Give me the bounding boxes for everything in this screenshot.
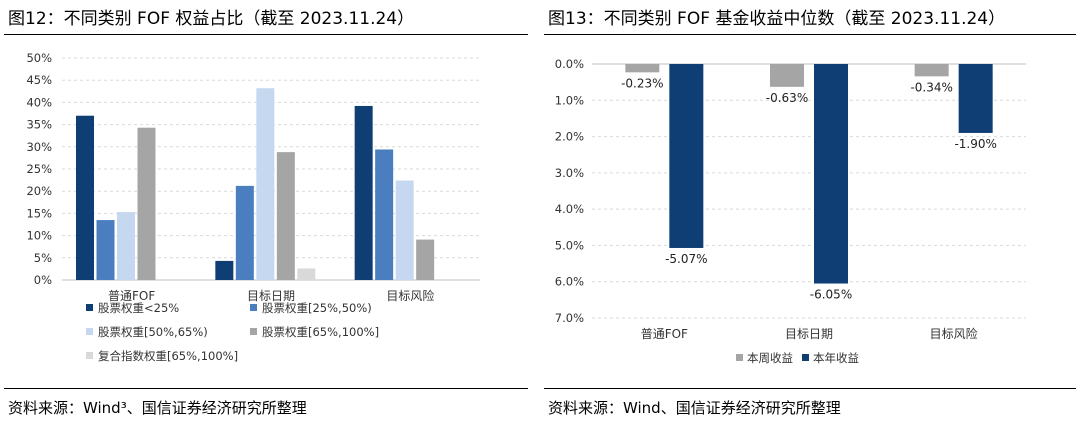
x-category-label: 目标日期 bbox=[785, 327, 833, 341]
left-title-rule bbox=[4, 34, 528, 35]
y-tick-label: 15% bbox=[26, 206, 52, 220]
y-tick-label: 0.0% bbox=[555, 57, 584, 71]
right-chart-panel: 图13：不同类别 FOF 基金收益中位数（截至 2023.11.24） 0.0%… bbox=[540, 0, 1080, 427]
y-tick-label: 7.0% bbox=[555, 311, 584, 325]
right-title-rule bbox=[544, 34, 1076, 35]
legend-label: 本年收益 bbox=[813, 351, 859, 365]
legend-swatch bbox=[86, 352, 93, 359]
legend-label: 股票权重<25% bbox=[98, 301, 179, 315]
bar bbox=[958, 64, 993, 133]
legend-label: 股票权重[65%,100%] bbox=[262, 325, 379, 339]
right-source-note: 资料来源：Wind、国信证券经济研究所整理 bbox=[548, 399, 841, 417]
bar bbox=[814, 64, 848, 284]
left-source-rule bbox=[4, 388, 528, 389]
equity-ratio-chart: 0% 5% 10% 15% 20% 25% 30% 35% 40% 45% 50% 普通FOF 目标日期… bbox=[26, 51, 480, 363]
legend-label: 本周收益 bbox=[747, 351, 793, 365]
bar bbox=[215, 260, 234, 280]
bar bbox=[354, 105, 373, 281]
bar bbox=[137, 127, 156, 280]
y-tick-label: 35% bbox=[26, 118, 52, 132]
legend-label: 股票权重[50%,65%) bbox=[98, 325, 208, 339]
x-category-label: 普通FOF bbox=[641, 327, 688, 341]
bar bbox=[297, 268, 316, 280]
right-chart-title: 图13：不同类别 FOF 基金收益中位数（截至 2023.11.24） bbox=[548, 9, 1006, 29]
bar bbox=[235, 185, 254, 280]
data-label: -0.23% bbox=[621, 76, 663, 90]
bar bbox=[914, 64, 949, 77]
y-tick-label: 30% bbox=[26, 140, 52, 154]
bar bbox=[669, 64, 704, 248]
left-chart-panel: 图12：不同类别 FOF 权益占比（截至 2023.11.24） 0% 5% 10%… bbox=[0, 0, 532, 427]
legend-swatch bbox=[736, 354, 743, 361]
bar bbox=[256, 88, 275, 280]
data-label: -5.07% bbox=[665, 252, 707, 266]
left-source-note: 资料来源：Wind³、国信证券经济研究所整理 bbox=[8, 399, 307, 417]
x-category-label: 目标风险 bbox=[930, 326, 978, 341]
bar bbox=[770, 64, 804, 87]
y-tick-label: 6.0% bbox=[555, 275, 584, 289]
legend-swatch bbox=[86, 328, 93, 335]
y-tick-label: 3.0% bbox=[555, 166, 584, 180]
y-tick-label: 45% bbox=[26, 73, 52, 87]
y-tick-label: 20% bbox=[26, 184, 52, 198]
left-chart-title: 图12：不同类别 FOF 权益占比（截至 2023.11.24） bbox=[8, 9, 415, 29]
legend-swatch bbox=[802, 354, 809, 361]
x-category-label: 目标风险 bbox=[386, 288, 434, 303]
legend-swatch bbox=[250, 304, 257, 311]
y-tick-label: 0% bbox=[34, 273, 52, 287]
legend-swatch bbox=[86, 304, 93, 311]
legend-label: 股票权重[25%,50%) bbox=[262, 301, 372, 315]
x-category-label: 目标日期 bbox=[247, 289, 295, 303]
right-source-rule bbox=[544, 388, 1076, 389]
y-tick-label: 1.0% bbox=[555, 93, 584, 107]
x-category-label: 普通FOF bbox=[108, 289, 155, 303]
bar bbox=[96, 220, 115, 280]
bar bbox=[416, 239, 435, 280]
y-tick-label: 50% bbox=[26, 51, 52, 65]
y-tick-label: 5.0% bbox=[555, 238, 584, 252]
bar bbox=[625, 64, 660, 73]
y-tick-label: 4.0% bbox=[555, 202, 584, 216]
y-tick-label: 2.0% bbox=[555, 130, 584, 144]
legend-label: 复合指数权重[65%,100%] bbox=[98, 349, 238, 363]
legend-swatch bbox=[250, 328, 257, 335]
bar bbox=[117, 212, 135, 280]
return-median-chart: 0.0% 1.0% 2.0% 3.0% 4.0% 5.0% 6.0% 7.0% -0.23% -5… bbox=[555, 57, 1026, 365]
bar bbox=[395, 180, 414, 280]
y-tick-label: 25% bbox=[26, 162, 52, 176]
data-label: -0.63% bbox=[766, 91, 808, 105]
y-tick-label: 40% bbox=[26, 95, 52, 109]
y-tick-label: 5% bbox=[34, 251, 52, 265]
data-label: -1.90% bbox=[954, 137, 996, 151]
y-tick-label: 10% bbox=[26, 229, 52, 243]
bar bbox=[375, 149, 394, 280]
bar bbox=[276, 152, 295, 280]
data-label: -0.34% bbox=[910, 80, 952, 94]
data-label: -6.05% bbox=[810, 288, 852, 302]
bar bbox=[76, 115, 94, 280]
